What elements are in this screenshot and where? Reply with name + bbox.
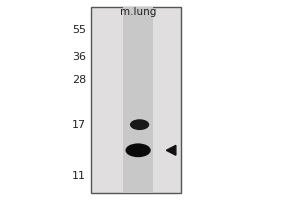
Text: 55: 55 (72, 25, 86, 35)
Text: 11: 11 (72, 171, 86, 181)
Text: 36: 36 (72, 52, 86, 62)
Text: 17: 17 (72, 120, 86, 130)
Ellipse shape (125, 143, 151, 157)
Polygon shape (166, 145, 176, 155)
Bar (91, 7, 181, 193)
Text: m.lung: m.lung (120, 7, 156, 17)
Ellipse shape (130, 119, 149, 130)
Text: 28: 28 (72, 75, 86, 85)
Bar (123, 7, 153, 193)
